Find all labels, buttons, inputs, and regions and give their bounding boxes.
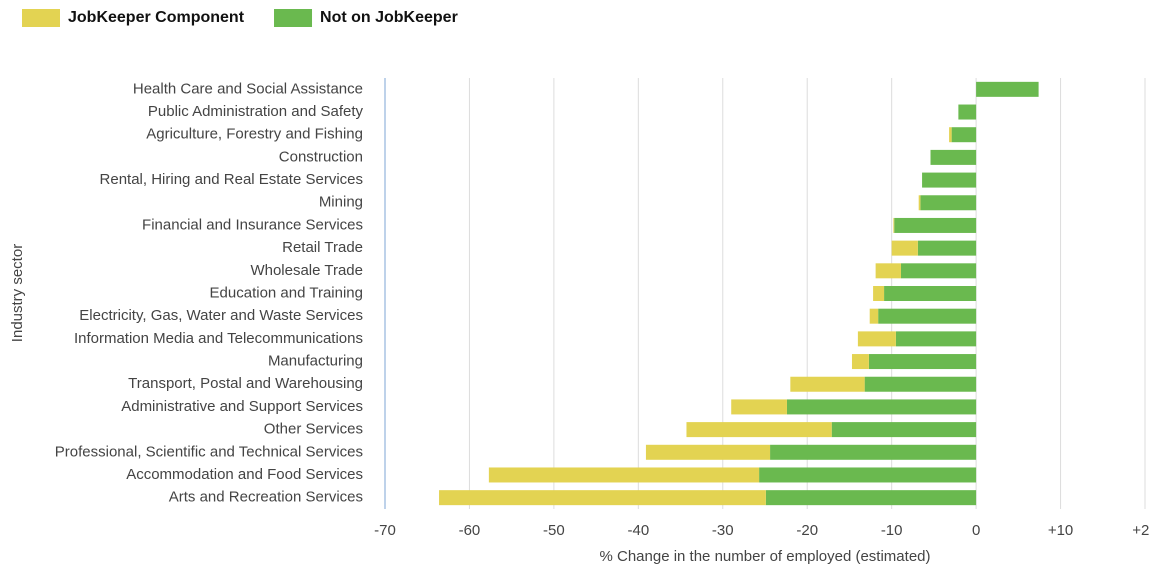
y-tick-label: Wholesale Trade: [250, 262, 363, 279]
bar: [873, 286, 885, 301]
y-tick-label: Information Media and Telecommunications: [74, 330, 363, 347]
bar: [869, 308, 879, 324]
y-tick-label: Mining: [319, 194, 363, 211]
y-tick-label: Construction: [279, 148, 363, 165]
x-tick-label: -20: [796, 522, 818, 539]
y-tick-label: Education and Training: [210, 284, 363, 301]
bar: [686, 422, 832, 438]
y-tick-label: Administrative and Support Services: [121, 398, 363, 415]
bar: [857, 331, 896, 347]
bar: [765, 490, 977, 506]
bar: [831, 422, 977, 438]
bar: [895, 331, 977, 347]
bar: [900, 263, 977, 279]
x-tick-label: -70: [374, 522, 396, 539]
x-tick-label: -40: [627, 522, 649, 539]
x-tick-label: -60: [459, 522, 481, 539]
bar: [893, 217, 895, 233]
bar: [878, 308, 977, 324]
x-tick-label: -30: [712, 522, 734, 539]
bar: [731, 399, 787, 415]
bar: [868, 354, 977, 370]
y-tick-label: Public Administration and Safety: [148, 103, 364, 120]
legend-swatch: [274, 9, 313, 27]
bar: [949, 127, 952, 143]
x-tick-label: -10: [881, 522, 903, 539]
bar: [891, 240, 918, 256]
y-tick-label: Retail Trade: [282, 239, 363, 256]
y-tick-label: Other Services: [264, 421, 363, 438]
bar: [439, 490, 766, 506]
bar: [770, 444, 977, 460]
bar: [918, 195, 921, 211]
legend-text: Not on JobKeeper: [320, 9, 458, 26]
bar: [875, 263, 901, 279]
y-axis-label: Industry sector: [9, 244, 26, 342]
x-tick-label: 0: [972, 522, 980, 539]
bar: [759, 467, 977, 483]
x-axis-label: % Change in the number of employed (esti…: [599, 548, 930, 565]
bar: [917, 240, 977, 256]
x-tick-label: -50: [543, 522, 565, 539]
bar: [790, 376, 865, 392]
x-tick-label: +10: [1048, 522, 1073, 539]
legend-swatch: [22, 9, 60, 27]
y-tick-label: Professional, Scientific and Technical S…: [55, 443, 363, 460]
bar: [920, 195, 977, 211]
bar: [851, 354, 869, 370]
bar: [864, 376, 977, 392]
y-tick-label: Electricity, Gas, Water and Waste Servic…: [79, 307, 363, 324]
y-tick-label: Health Care and Social Assistance: [133, 80, 363, 97]
bar: [922, 172, 977, 188]
bar: [958, 104, 977, 120]
bar: [894, 217, 977, 233]
y-tick-label: Accommodation and Food Services: [126, 466, 363, 483]
y-tick-label: Transport, Postal and Warehousing: [128, 375, 363, 392]
bar: [951, 127, 977, 143]
y-tick-label: Manufacturing: [268, 353, 363, 370]
y-tick-label: Agriculture, Forestry and Fishing: [146, 126, 363, 143]
bar: [488, 467, 760, 483]
bar: [786, 399, 977, 415]
bar: [976, 81, 1039, 97]
y-tick-label: Financial and Insurance Services: [142, 216, 363, 233]
legend-text: JobKeeper Component: [68, 9, 245, 26]
y-tick-label: Rental, Hiring and Real Estate Services: [100, 171, 363, 188]
bar: [884, 286, 977, 301]
bar: [645, 444, 771, 460]
y-tick-label: Arts and Recreation Services: [169, 489, 363, 506]
bar: [930, 149, 977, 165]
x-tick-label: +20: [1132, 522, 1149, 539]
